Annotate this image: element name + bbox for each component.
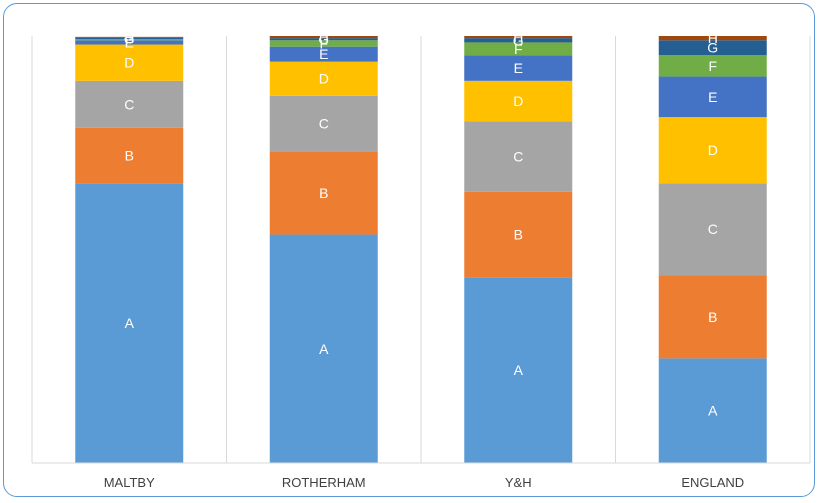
bar-segment-g [464,38,573,43]
category-label: ENGLAND [681,475,744,490]
bar-segment-h [75,36,184,38]
bar-segment-e [75,40,184,45]
data-label: D [513,93,523,109]
data-label: A [514,362,524,378]
data-label: G [124,30,135,46]
category-label: MALTBY [104,475,155,490]
data-label: A [319,341,329,357]
data-label: C [319,116,329,132]
data-label: D [124,55,134,71]
bar-segment-a [269,234,378,463]
bar-segment-c [658,183,767,276]
bar-segment-f [75,38,184,41]
bar-segment-b [75,127,184,184]
bar-segment-g [269,38,378,41]
bar-segment-e [658,76,767,118]
bar-segment-d [269,61,378,96]
bar-segment-d [658,117,767,184]
bar-segment-a [658,358,767,463]
bar-segment-f [464,42,573,56]
data-label: D [319,71,329,87]
bar-segment-h [464,36,573,39]
bar-segment-e [269,46,378,62]
bar-segment-b [464,191,573,278]
data-label: A [708,403,718,419]
data-label: C [513,149,523,165]
bar-segment-c [269,95,378,152]
bar-segment-b [269,151,378,235]
data-label: F [708,58,717,74]
bar-segment-f [658,55,767,77]
category-label: Y&H [505,475,532,490]
bar-segment-g [75,37,184,39]
data-label: F [319,35,328,51]
bar-segment-f [269,40,378,47]
bar-segment-a [75,183,184,463]
data-label: E [708,89,717,105]
bar-segment-g [658,40,767,56]
data-label: D [708,142,718,158]
data-label: F [514,41,523,57]
data-label: G [513,32,524,48]
bar-segment-c [75,80,184,128]
data-label: G [318,31,329,47]
bar-segment-b [658,275,767,359]
data-label: F [125,32,134,48]
bar-segment-c [464,121,573,192]
data-label: H [319,29,329,45]
data-label: A [125,315,135,331]
data-label: E [319,46,328,62]
data-label: H [513,29,523,45]
bar-segment-d [464,80,573,122]
data-label: B [514,227,523,243]
data-label: E [125,34,134,50]
bar-segment-d [75,44,184,81]
data-label: H [708,30,718,46]
bar-segment-a [464,277,573,463]
data-label: B [708,309,717,325]
data-label: C [124,96,134,112]
data-label: G [707,40,718,56]
category-label: ROTHERHAM [282,475,366,490]
bar-segment-h [658,36,767,41]
bar-segment-h [269,36,378,39]
data-label: B [125,148,134,164]
data-label: E [514,60,523,76]
data-label: B [319,185,328,201]
bar-segment-e [464,55,573,81]
data-label: C [708,221,718,237]
gridlines [31,36,811,463]
category-axis: MALTBY ROTHERHAM Y&H ENGLAND [32,462,810,490]
data-label: H [124,29,134,45]
